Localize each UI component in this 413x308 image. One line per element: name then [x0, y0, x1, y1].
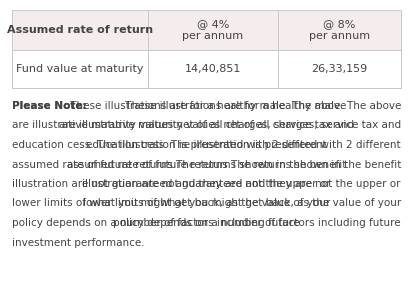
Text: illustration are not guaranteed and they are not the upper or: illustration are not guaranteed and they…: [83, 179, 401, 189]
Text: These illustrations are for a healthy male. The above: These illustrations are for a healthy ma…: [121, 101, 401, 111]
Bar: [12, 10, 401, 50]
Text: Please Note:: Please Note:: [12, 101, 87, 111]
Text: are illustrative maturity values net of all charges, service tax and: are illustrative maturity values net of …: [59, 120, 401, 131]
Text: Please Note:: Please Note:: [12, 101, 87, 111]
Text: illustration are not guaranteed and they are not the upper or: illustration are not guaranteed and they…: [12, 179, 330, 189]
Text: education cess. The illustration is presented with 2 different: education cess. The illustration is pres…: [86, 140, 401, 150]
Text: 26,33,159: 26,33,159: [311, 64, 368, 74]
Text: policy depends on a number of factors including future: policy depends on a number of factors in…: [114, 218, 401, 228]
Text: assumed rate of future returns The returns shown in the benefit: assumed rate of future returns The retur…: [12, 160, 347, 169]
Text: @ 4%: @ 4%: [197, 19, 229, 29]
Text: assumed rate of future returns The returns shown in the benefit: assumed rate of future returns The retur…: [66, 160, 401, 169]
Text: 14,40,851: 14,40,851: [185, 64, 241, 74]
Bar: [12, 50, 401, 88]
Text: policy depends on a number of factors including future: policy depends on a number of factors in…: [12, 218, 299, 228]
Text: investment performance.: investment performance.: [12, 237, 145, 248]
Text: lower limits of what you might get back, as the value of your: lower limits of what you might get back,…: [12, 198, 330, 209]
Text: Fund value at maturity: Fund value at maturity: [16, 64, 144, 74]
Text: education cess. The illustration is presented with 2 different: education cess. The illustration is pres…: [12, 140, 327, 150]
Text: @ 8%: @ 8%: [323, 19, 356, 29]
Text: lower limits of what you might get back, as the value of your: lower limits of what you might get back,…: [83, 198, 401, 209]
Text: These illustrations are for a healthy male. The above: These illustrations are for a healthy ma…: [67, 101, 347, 111]
Text: are illustrative maturity values net of all charges, service tax and: are illustrative maturity values net of …: [12, 120, 354, 131]
Text: per annum: per annum: [309, 31, 370, 41]
Text: per annum: per annum: [183, 31, 244, 41]
Text: Assumed rate of return: Assumed rate of return: [7, 25, 153, 35]
